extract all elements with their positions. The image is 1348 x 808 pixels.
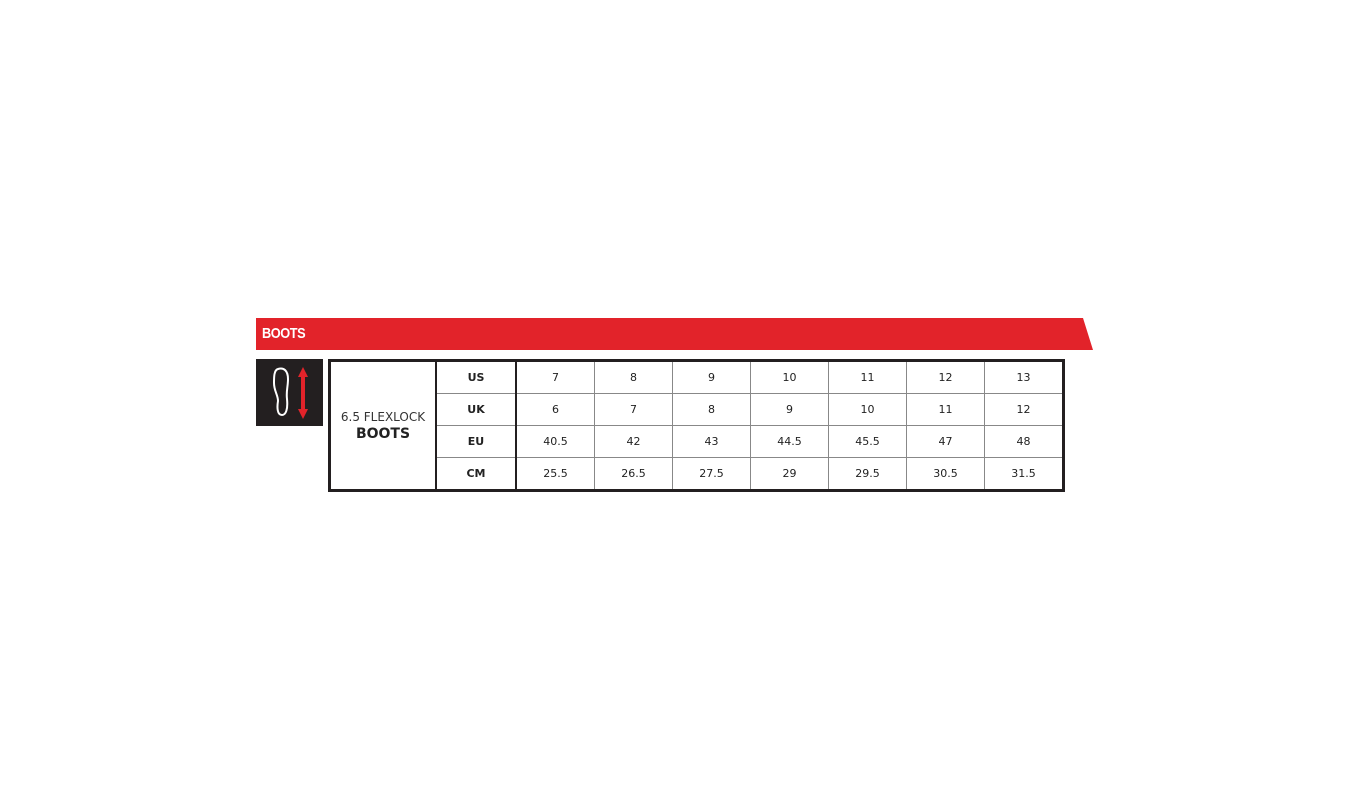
- foot-length-icon: [256, 359, 323, 426]
- size-cell: 40.5: [515, 425, 595, 458]
- size-cell: 10: [828, 393, 907, 426]
- size-cell: 10: [750, 360, 829, 394]
- product-name-cell: 6.5 FLEXLOCK BOOTS: [329, 360, 437, 491]
- section-title: BOOTS: [262, 325, 306, 342]
- row-header: UK: [435, 393, 517, 426]
- section-banner: BOOTS: [256, 318, 1093, 350]
- size-cell: 27.5: [672, 457, 751, 491]
- size-cell: 7: [515, 360, 595, 394]
- size-cell: 29.5: [828, 457, 907, 491]
- row-header: CM: [435, 457, 517, 491]
- table-row-cm: CM 25.5 26.5 27.5 29 29.5 30.5 31.5: [330, 457, 1064, 491]
- row-header: US: [435, 360, 517, 394]
- size-cell: 42: [594, 425, 673, 458]
- size-cell: 9: [750, 393, 829, 426]
- product-type: BOOTS: [355, 425, 411, 442]
- size-cell: 48: [984, 425, 1064, 458]
- size-cell: 8: [594, 360, 673, 394]
- size-cell: 11: [906, 393, 985, 426]
- size-cell: 45.5: [828, 425, 907, 458]
- size-cell: 47: [906, 425, 985, 458]
- size-cell: 31.5: [984, 457, 1064, 491]
- size-cell: 12: [984, 393, 1064, 426]
- table-row-us: 6.5 FLEXLOCK BOOTS US 7 8 9 10 11 12 13: [329, 360, 1064, 491]
- size-cell: 44.5: [750, 425, 829, 458]
- size-cell: 12: [906, 360, 985, 394]
- table-row-uk: UK 6 7 8 9 10 11 12: [330, 393, 1064, 426]
- table-row-eu: EU 40.5 42 43 44.5 45.5 47 48: [330, 425, 1064, 458]
- size-cell: 25.5: [515, 457, 595, 491]
- size-cell: 11: [828, 360, 907, 394]
- size-cell: 8: [672, 393, 751, 426]
- product-line: 6.5 FLEXLOCK: [340, 409, 426, 424]
- size-chart-table: 6.5 FLEXLOCK BOOTS US 7 8 9 10 11 12 13 UK 6 7 8 9 10 11…: [328, 359, 1065, 492]
- size-cell: 43: [672, 425, 751, 458]
- size-cell: 9: [672, 360, 751, 394]
- size-cell: 26.5: [594, 457, 673, 491]
- size-cell: 29: [750, 457, 829, 491]
- size-cell: 7: [594, 393, 673, 426]
- size-cell: 30.5: [906, 457, 985, 491]
- size-cell: 6: [515, 393, 595, 426]
- size-cell: 13: [984, 360, 1064, 394]
- row-header: EU: [435, 425, 517, 458]
